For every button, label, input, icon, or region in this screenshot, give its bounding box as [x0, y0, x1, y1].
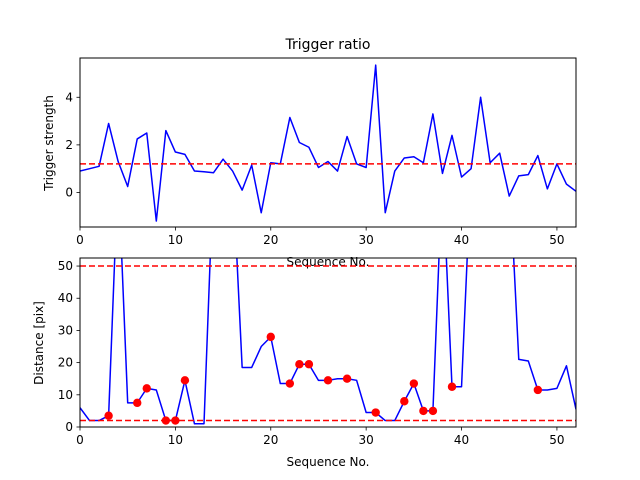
- top-chart-y-tick-label-2: 4: [65, 90, 73, 104]
- bottom-chart-x-tick-label-4: 40: [454, 433, 469, 447]
- bottom-chart-y-tick-label-0: 0: [65, 420, 73, 434]
- bottom-chart-marker-9: [304, 360, 314, 369]
- top-chart-x-tick-label-2: 20: [263, 233, 278, 247]
- bottom-chart-marker-13: [400, 397, 409, 406]
- bottom-chart-marker-11: [342, 374, 352, 383]
- bottom-chart-x-tick-label-3: 30: [359, 433, 374, 447]
- bottom-chart-marker-0: [104, 411, 113, 420]
- bottom-chart-marker-1: [133, 398, 142, 408]
- top-chart-x-axis-label: Sequence No.: [287, 255, 370, 269]
- bottom-chart-marker-16: [428, 406, 438, 416]
- top-chart-y-axis-label: Trigger strength: [42, 95, 56, 192]
- bottom-chart-plot-area: [80, 258, 576, 425]
- bottom-chart-marker-8: [295, 360, 304, 369]
- bottom-chart-marker-10: [323, 376, 333, 385]
- bottom-chart-x-tick-label-2: 20: [263, 433, 278, 447]
- top-chart-title: Trigger ratio: [284, 37, 370, 53]
- top-chart-x-tick-label-5: 50: [549, 233, 564, 247]
- bottom-chart-marker-14: [409, 379, 419, 388]
- top-chart-y-tick-label-1: 2: [65, 138, 73, 152]
- bottom-chart-x-tick-label-1: 10: [168, 433, 183, 447]
- bottom-chart-marker-6: [266, 332, 275, 342]
- top-chart-x-tick-label-4: 40: [454, 233, 469, 247]
- top-chart-x-tick-label-3: 30: [359, 233, 374, 247]
- bottom-chart-y-axis-label: Distance [pix]: [32, 301, 46, 385]
- bottom-chart-y-tick-label-4: 40: [58, 291, 73, 305]
- top-chart-series-line-0: [80, 64, 576, 222]
- bottom-chart-x-tick-label-0: 0: [76, 433, 84, 447]
- bottom-chart-axes-frame: [79, 257, 577, 428]
- top-chart-x-tick-label-1: 10: [168, 233, 183, 247]
- bottom-chart-marker-18: [533, 385, 543, 395]
- top-chart-y-tick-label-0: 0: [65, 185, 73, 199]
- bottom-chart-marker-5: [180, 376, 190, 385]
- bottom-chart: 0 10 20 30 40 50 0 10 20 30 40 50: [58, 257, 577, 447]
- bottom-chart-x-tick-label-5: 50: [549, 433, 564, 447]
- bottom-chart-marker-12: [371, 408, 380, 417]
- top-chart-axes-frame: [79, 57, 577, 228]
- top-chart-x-tick-label-0: 0: [76, 233, 84, 247]
- top-chart-plot-area: [80, 64, 576, 222]
- bottom-chart-x-axis-label: Sequence No.: [287, 455, 370, 469]
- bottom-chart-y-tick-label-5: 50: [58, 259, 73, 273]
- bottom-chart-marker-2: [142, 384, 151, 393]
- bottom-chart-marker-17: [447, 382, 457, 391]
- bottom-chart-y-tick-label-2: 20: [58, 356, 73, 370]
- top-chart: 0 10 20 30 40 50 0 2 4: [65, 57, 577, 247]
- bottom-chart-marker-15: [419, 406, 428, 416]
- bottom-chart-marker-7: [285, 379, 295, 388]
- bottom-chart-y-tick-label-3: 30: [58, 323, 73, 337]
- bottom-chart-y-tick-label-1: 10: [58, 388, 73, 402]
